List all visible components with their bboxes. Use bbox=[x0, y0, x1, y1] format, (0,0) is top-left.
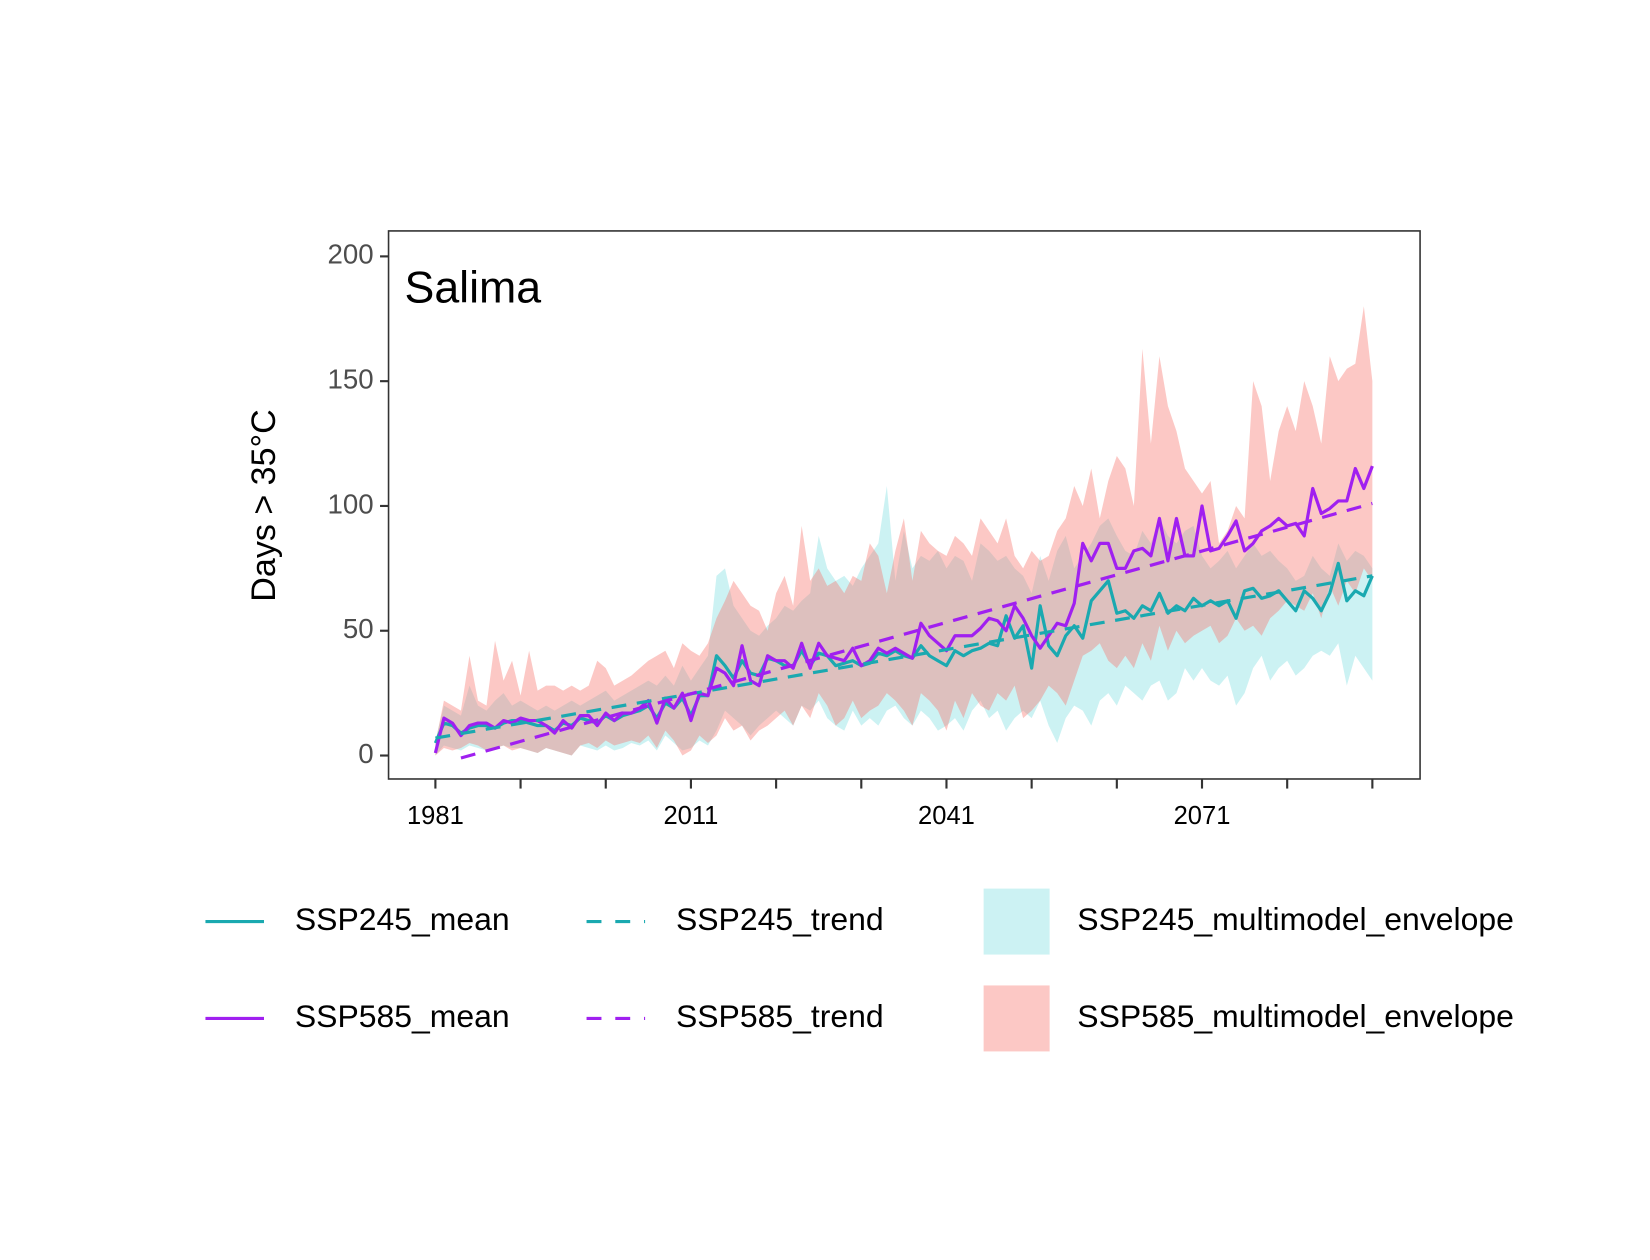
y-tick-label: 50 bbox=[343, 613, 374, 644]
annotation: Salima bbox=[405, 263, 542, 312]
plot-area bbox=[433, 306, 1374, 760]
x-tick-label: 2041 bbox=[918, 802, 975, 830]
x-tick-label: 1981 bbox=[407, 802, 464, 830]
y-tick-label: 150 bbox=[327, 363, 373, 394]
y-tick-label: 200 bbox=[327, 239, 373, 270]
legend-label: SSP585_trend bbox=[676, 998, 884, 1034]
mean-line bbox=[433, 465, 1374, 754]
legend-label: SSP245_trend bbox=[676, 901, 884, 937]
envelope-area bbox=[435, 485, 1373, 756]
legend-swatch bbox=[983, 985, 1050, 1052]
x-tick-label: 2071 bbox=[1174, 802, 1231, 830]
legend-label: SSP245_multimodel_envelope bbox=[1077, 901, 1514, 937]
legend-label: SSP245_mean bbox=[295, 901, 510, 937]
legend-label: SSP585_multimodel_envelope bbox=[1077, 998, 1514, 1034]
trend-line bbox=[460, 501, 1373, 760]
trend-line bbox=[435, 574, 1373, 740]
legend-swatch bbox=[983, 888, 1050, 955]
y-tick-label: 100 bbox=[327, 488, 373, 519]
legend-label: SSP585_mean bbox=[295, 998, 510, 1034]
x-tick-label: 2011 bbox=[663, 802, 718, 830]
y-axis-title: Days > 35°C bbox=[245, 409, 283, 601]
envelope-area bbox=[435, 306, 1373, 756]
y-tick-label: 0 bbox=[358, 738, 373, 769]
